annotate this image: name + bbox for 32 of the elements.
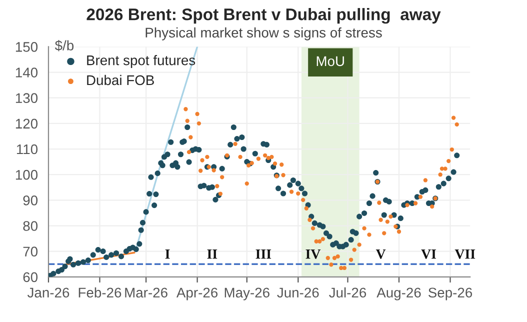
x-tick-label: Jul-26: [329, 287, 366, 298]
annotation: IV: [306, 250, 321, 259]
legend-label: Dubai FOB: [87, 74, 154, 86]
y-tick-label: 90: [23, 196, 38, 206]
y-tick-label: 120: [16, 118, 38, 129]
y-tick-label: 140: [16, 68, 38, 78]
x-tick-label: Feb-26: [78, 287, 122, 298]
legend-label: Brent spot futures: [87, 55, 196, 68]
y-tick-label: 60: [23, 272, 38, 282]
x-tick-label: Sep-26: [428, 288, 472, 300]
band-label: MoU: [316, 56, 344, 66]
chart-subtitle: Physical market show s signs of stress: [146, 27, 382, 40]
y-tick-label: 70: [23, 246, 38, 257]
x-tick-label: Jan-26: [27, 288, 70, 298]
x-tick-label: May-26: [224, 288, 270, 300]
x-tick-label: Jun-26: [277, 288, 319, 298]
annotation: II: [207, 250, 218, 259]
annotation: III: [256, 250, 272, 259]
x-tick-label: Mar-26: [125, 288, 168, 298]
y-tick-label: 110: [16, 144, 38, 154]
annotation: I: [165, 250, 170, 259]
y-tick-label: 100: [16, 170, 38, 180]
y-tick-label: 80: [23, 221, 38, 231]
y-tick-label: 130: [16, 93, 38, 104]
y-tick-label: 150: [16, 42, 38, 52]
x-tick-label: Aug-26: [376, 288, 421, 300]
x-tick-label: Apr-26: [176, 288, 218, 300]
chart-title: 2026 Brent: Spot Brent v Dubai pulling away: [86, 8, 441, 24]
annotation: VI: [421, 250, 436, 259]
annotation: V: [376, 250, 386, 259]
annotation: VII: [454, 250, 476, 259]
y-axis-title: $/b: [54, 40, 74, 52]
